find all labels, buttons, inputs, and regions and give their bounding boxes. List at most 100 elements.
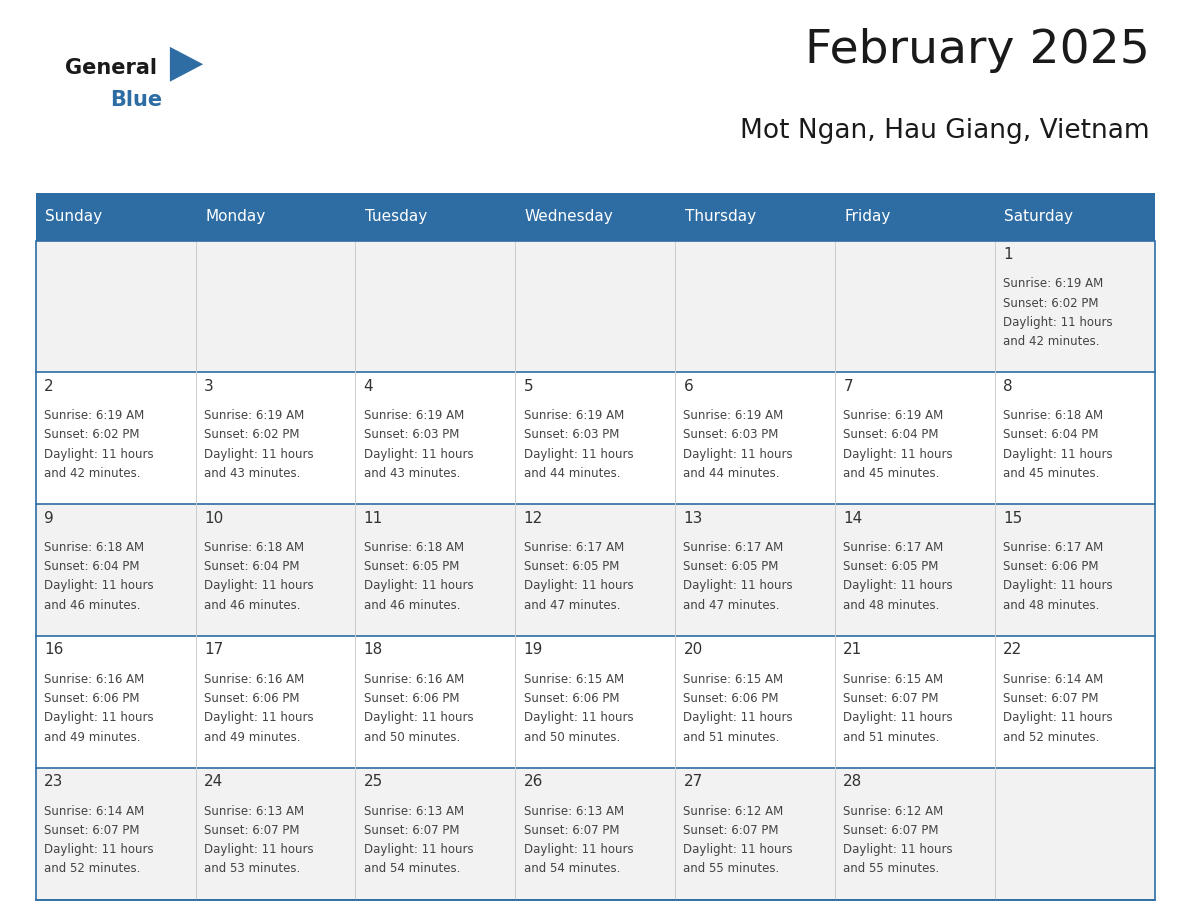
Text: Sunrise: 6:17 AM: Sunrise: 6:17 AM [524,541,624,554]
Text: Daylight: 11 hours: Daylight: 11 hours [204,448,314,461]
Bar [994,193,1155,241]
Text: General: General [65,58,157,78]
Text: 2: 2 [44,379,53,394]
Text: Sunset: 6:06 PM: Sunset: 6:06 PM [44,692,139,705]
Text: Daylight: 11 hours: Daylight: 11 hours [1003,316,1113,329]
Text: Daylight: 11 hours: Daylight: 11 hours [524,448,633,461]
Text: Daylight: 11 hours: Daylight: 11 hours [1003,711,1113,724]
Text: Sunset: 6:07 PM: Sunset: 6:07 PM [683,823,779,837]
Text: Sunset: 6:04 PM: Sunset: 6:04 PM [843,429,939,442]
Text: and 46 minutes.: and 46 minutes. [364,599,460,611]
Text: and 55 minutes.: and 55 minutes. [683,862,779,876]
Text: Daylight: 11 hours: Daylight: 11 hours [843,843,953,856]
Text: and 51 minutes.: and 51 minutes. [843,731,940,744]
Text: Sunrise: 6:16 AM: Sunrise: 6:16 AM [204,673,304,686]
Text: Sunset: 6:07 PM: Sunset: 6:07 PM [44,823,139,837]
Text: and 43 minutes.: and 43 minutes. [364,467,460,480]
Text: Daylight: 11 hours: Daylight: 11 hours [524,579,633,592]
Text: 20: 20 [683,643,702,657]
Text: Sunrise: 6:16 AM: Sunrise: 6:16 AM [44,673,144,686]
Text: 19: 19 [524,643,543,657]
Bar [36,767,1155,900]
Text: 5: 5 [524,379,533,394]
Text: Daylight: 11 hours: Daylight: 11 hours [843,579,953,592]
Text: and 44 minutes.: and 44 minutes. [524,467,620,480]
Text: 7: 7 [843,379,853,394]
Text: 9: 9 [44,510,53,526]
Text: Sunset: 6:06 PM: Sunset: 6:06 PM [524,692,619,705]
Text: Monday: Monday [206,209,265,224]
Text: Sunrise: 6:19 AM: Sunrise: 6:19 AM [843,409,943,422]
Text: Daylight: 11 hours: Daylight: 11 hours [44,843,153,856]
Text: Sunrise: 6:13 AM: Sunrise: 6:13 AM [364,804,463,818]
Text: Thursday: Thursday [684,209,756,224]
Text: and 42 minutes.: and 42 minutes. [1003,335,1100,348]
Text: Daylight: 11 hours: Daylight: 11 hours [683,448,794,461]
Text: and 52 minutes.: and 52 minutes. [1003,731,1100,744]
Text: 22: 22 [1003,643,1023,657]
Text: Daylight: 11 hours: Daylight: 11 hours [683,711,794,724]
Text: Sunset: 6:07 PM: Sunset: 6:07 PM [204,823,299,837]
Text: Sunrise: 6:12 AM: Sunrise: 6:12 AM [843,804,943,818]
Text: and 48 minutes.: and 48 minutes. [843,599,940,611]
Text: and 49 minutes.: and 49 minutes. [204,731,301,744]
Text: and 55 minutes.: and 55 minutes. [843,862,940,876]
Text: 17: 17 [204,643,223,657]
Text: Sunset: 6:06 PM: Sunset: 6:06 PM [204,692,299,705]
Text: Tuesday: Tuesday [365,209,428,224]
Text: Sunset: 6:03 PM: Sunset: 6:03 PM [364,429,459,442]
Bar [36,636,1155,767]
Text: 8: 8 [1003,379,1013,394]
Bar [516,193,675,241]
Text: Sunset: 6:07 PM: Sunset: 6:07 PM [524,823,619,837]
Text: Sunrise: 6:19 AM: Sunrise: 6:19 AM [1003,277,1104,290]
Text: Daylight: 11 hours: Daylight: 11 hours [44,579,153,592]
Text: Sunrise: 6:17 AM: Sunrise: 6:17 AM [843,541,943,554]
Text: Daylight: 11 hours: Daylight: 11 hours [204,843,314,856]
Text: 16: 16 [44,643,63,657]
Text: February 2025: February 2025 [805,28,1150,73]
Text: and 52 minutes.: and 52 minutes. [44,862,140,876]
Bar [36,241,1155,373]
Text: Daylight: 11 hours: Daylight: 11 hours [524,843,633,856]
Text: Sunrise: 6:14 AM: Sunrise: 6:14 AM [44,804,144,818]
Text: and 54 minutes.: and 54 minutes. [364,862,460,876]
Text: Wednesday: Wednesday [525,209,613,224]
Text: 6: 6 [683,379,693,394]
Bar [36,373,1155,504]
Text: Daylight: 11 hours: Daylight: 11 hours [204,711,314,724]
Text: 1: 1 [1003,247,1013,262]
Text: Sunrise: 6:19 AM: Sunrise: 6:19 AM [364,409,465,422]
Text: and 46 minutes.: and 46 minutes. [44,599,140,611]
Text: and 49 minutes.: and 49 minutes. [44,731,140,744]
Text: Sunset: 6:06 PM: Sunset: 6:06 PM [364,692,460,705]
Text: and 42 minutes.: and 42 minutes. [44,467,140,480]
Text: and 51 minutes.: and 51 minutes. [683,731,779,744]
Bar [835,193,994,241]
Text: Sunset: 6:03 PM: Sunset: 6:03 PM [524,429,619,442]
Text: Daylight: 11 hours: Daylight: 11 hours [843,448,953,461]
Text: Sunrise: 6:14 AM: Sunrise: 6:14 AM [1003,673,1104,686]
Text: 24: 24 [204,774,223,789]
Text: and 54 minutes.: and 54 minutes. [524,862,620,876]
Text: Sunset: 6:05 PM: Sunset: 6:05 PM [843,560,939,573]
Text: Daylight: 11 hours: Daylight: 11 hours [683,843,794,856]
Text: Sunset: 6:06 PM: Sunset: 6:06 PM [1003,560,1099,573]
Text: 11: 11 [364,510,383,526]
Text: Sunrise: 6:16 AM: Sunrise: 6:16 AM [364,673,465,686]
Text: Sunset: 6:05 PM: Sunset: 6:05 PM [524,560,619,573]
Text: Sunset: 6:05 PM: Sunset: 6:05 PM [364,560,459,573]
Text: Sunset: 6:07 PM: Sunset: 6:07 PM [843,823,939,837]
Text: Blue: Blue [110,90,163,110]
Text: Daylight: 11 hours: Daylight: 11 hours [204,579,314,592]
Text: and 43 minutes.: and 43 minutes. [204,467,301,480]
Bar [36,193,196,241]
Text: Sunset: 6:05 PM: Sunset: 6:05 PM [683,560,779,573]
Text: Sunrise: 6:19 AM: Sunrise: 6:19 AM [683,409,784,422]
Text: Daylight: 11 hours: Daylight: 11 hours [524,711,633,724]
Text: Daylight: 11 hours: Daylight: 11 hours [843,711,953,724]
Text: Daylight: 11 hours: Daylight: 11 hours [364,448,473,461]
Text: 10: 10 [204,510,223,526]
Text: 23: 23 [44,774,63,789]
Text: and 47 minutes.: and 47 minutes. [524,599,620,611]
